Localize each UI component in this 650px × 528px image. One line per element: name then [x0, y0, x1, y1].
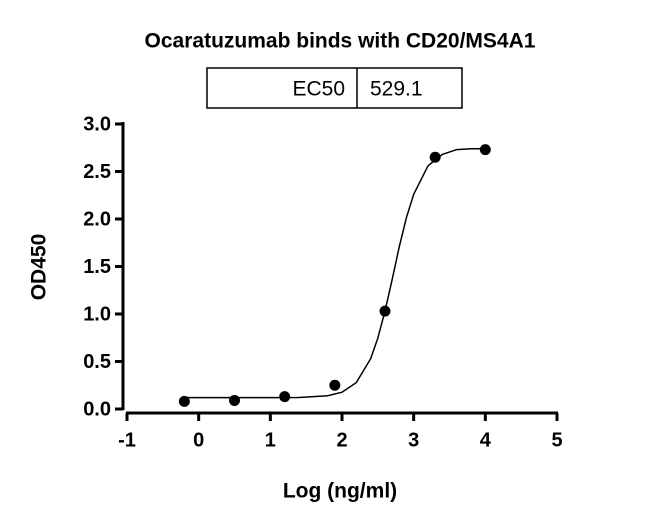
data-point — [279, 391, 291, 403]
y-axis-label: OD450 — [28, 234, 51, 301]
data-point — [178, 395, 190, 407]
fit-curve — [184, 147, 486, 399]
data-point — [479, 144, 491, 156]
annotation-box — [206, 67, 463, 109]
y-tick-label: 2.0 — [83, 208, 111, 230]
y-tick-label: 2.5 — [83, 161, 111, 183]
x-tick-label: -1 — [118, 429, 136, 451]
annotation-label: EC50 — [292, 78, 345, 101]
data-point — [329, 379, 341, 391]
x-tick-label: 1 — [265, 429, 276, 451]
data-point — [379, 305, 391, 317]
y-tick-label: 3.0 — [83, 113, 111, 135]
x-tick-label: 0 — [193, 429, 204, 451]
x-tick-label: 3 — [408, 429, 419, 451]
data-point — [229, 394, 240, 406]
y-tick-label: 0.5 — [83, 351, 111, 373]
y-tick-label: 0.0 — [83, 398, 111, 420]
x-axis-label: Log (ng/ml) — [283, 480, 397, 503]
y-tick-label: 1.0 — [83, 303, 111, 325]
x-tick-label: 5 — [551, 429, 562, 451]
x-tick-label: 4 — [480, 429, 492, 451]
y-tick-label: 1.5 — [83, 256, 111, 278]
chart-title: Ocaratuzumab binds with CD20/MS4A1 — [145, 30, 536, 53]
x-tick-label: 2 — [336, 429, 347, 451]
annotation-value: 529.1 — [370, 78, 423, 101]
data-point — [429, 151, 441, 163]
